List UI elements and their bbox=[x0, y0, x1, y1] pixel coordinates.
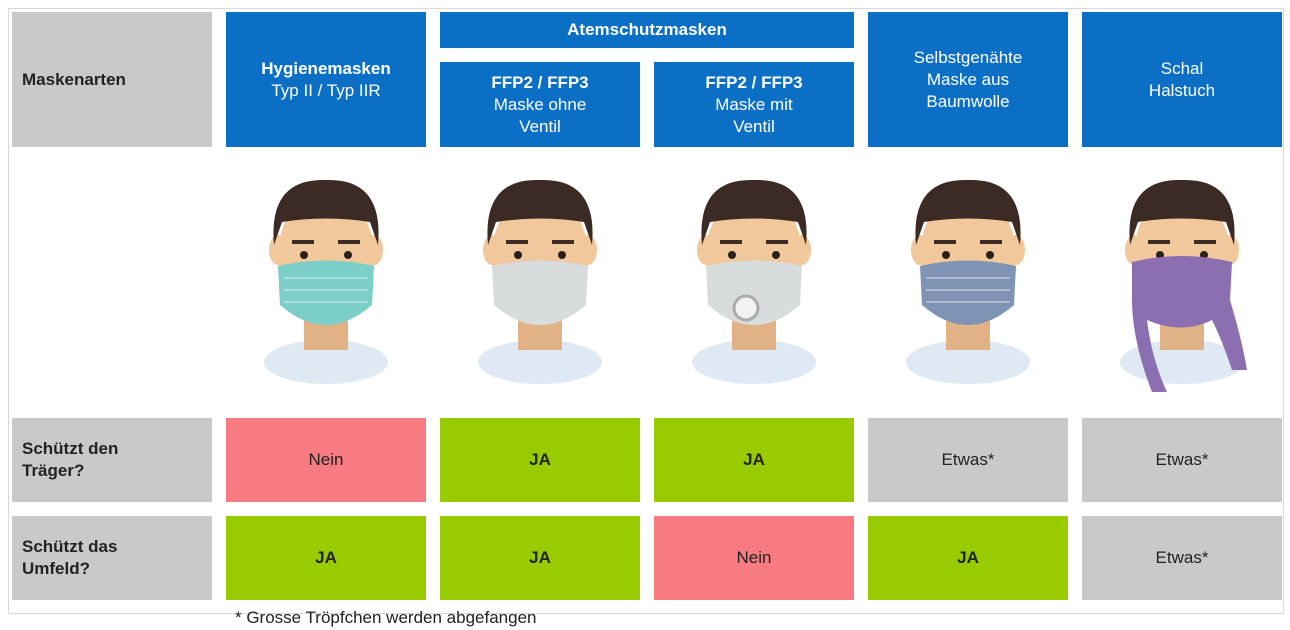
status-cell: Etwas* bbox=[1082, 516, 1282, 600]
row-label: Schützt das Umfeld? bbox=[12, 516, 212, 600]
face-part bbox=[706, 260, 802, 325]
face-part bbox=[692, 340, 816, 384]
status-cell: Etwas* bbox=[868, 418, 1068, 502]
text-line: Ventil bbox=[519, 116, 561, 136]
text-line: FFP2 / FFP3 bbox=[491, 72, 589, 92]
face-part bbox=[273, 179, 379, 245]
column-header: Schal Halstuch bbox=[1082, 12, 1282, 147]
face-part bbox=[558, 251, 566, 259]
text-line: Schützt den bbox=[22, 439, 119, 458]
column-header: FFP2 / FFP3 Maske mit Ventil bbox=[654, 62, 854, 147]
face-part bbox=[487, 179, 593, 245]
text-line: Ventil bbox=[733, 116, 775, 136]
text-line: Halstuch bbox=[1148, 80, 1216, 100]
face-part bbox=[1148, 240, 1170, 244]
status-cell: Nein bbox=[226, 418, 426, 502]
face-part bbox=[506, 240, 528, 244]
face-part bbox=[1129, 179, 1235, 245]
face-part bbox=[986, 251, 994, 259]
text-line: Baumwolle bbox=[926, 91, 1010, 111]
text-line: Schützt das bbox=[22, 537, 118, 556]
face-part bbox=[492, 260, 588, 325]
face-part bbox=[300, 251, 308, 259]
face-part bbox=[772, 251, 780, 259]
face-part bbox=[980, 240, 1002, 244]
text-line: Maske ohne bbox=[493, 94, 587, 114]
text-line: Selbstgenähte bbox=[913, 47, 1023, 67]
row-label: Schützt den Träger? bbox=[12, 418, 212, 502]
status-cell: Etwas* bbox=[1082, 418, 1282, 502]
face-part bbox=[344, 251, 352, 259]
status-cell: JA bbox=[226, 516, 426, 600]
status-cell: JA bbox=[868, 516, 1068, 600]
text-line: Umfeld? bbox=[22, 559, 90, 578]
face-part bbox=[338, 240, 360, 244]
status-cell: JA bbox=[440, 516, 640, 600]
column-header: Hygienemasken Typ II / Typ IIR bbox=[226, 12, 426, 147]
column-header: Selbstgenähte Maske aus Baumwolle bbox=[868, 12, 1068, 147]
text-line: Träger? bbox=[22, 461, 85, 480]
face-part bbox=[478, 340, 602, 384]
face-part bbox=[514, 251, 522, 259]
text-line: Typ II / Typ IIR bbox=[271, 80, 381, 100]
status-cell: Nein bbox=[654, 516, 854, 600]
face-part bbox=[278, 260, 374, 325]
text-line: Maske mit bbox=[715, 94, 793, 114]
face-part bbox=[934, 240, 956, 244]
face-part bbox=[942, 251, 950, 259]
frame bbox=[8, 8, 1284, 614]
face-part bbox=[906, 340, 1030, 384]
face-part bbox=[552, 240, 574, 244]
row-header: Maskenarten bbox=[12, 12, 212, 147]
face-part bbox=[1132, 256, 1247, 392]
face-part bbox=[920, 260, 1016, 325]
face-part bbox=[1194, 240, 1216, 244]
group-header: Atemschutzmasken bbox=[440, 12, 854, 48]
text-line: FFP2 / FFP3 bbox=[705, 72, 803, 92]
face-part bbox=[720, 240, 742, 244]
face-part bbox=[264, 340, 388, 384]
face-part bbox=[701, 179, 807, 245]
face-part bbox=[292, 240, 314, 244]
column-header: FFP2 / FFP3 Maske ohne Ventil bbox=[440, 62, 640, 147]
text-line: Hygienemasken bbox=[261, 58, 391, 78]
face-part bbox=[728, 251, 736, 259]
face-part bbox=[732, 294, 760, 322]
footnote: * Grosse Tröpfchen werden abgefangen bbox=[235, 608, 537, 627]
face-part bbox=[766, 240, 788, 244]
face-part bbox=[915, 179, 1021, 245]
text-line: Schal bbox=[1160, 58, 1204, 78]
status-cell: JA bbox=[654, 418, 854, 502]
text-line: Maske aus bbox=[926, 69, 1010, 89]
status-cell: JA bbox=[440, 418, 640, 502]
